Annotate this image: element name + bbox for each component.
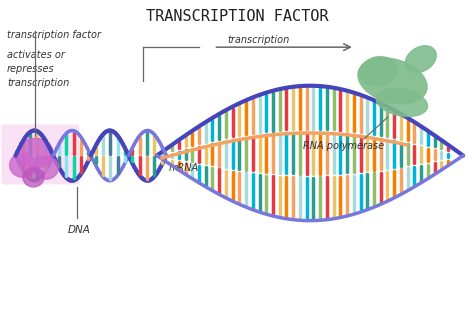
- Polygon shape: [157, 86, 463, 221]
- Ellipse shape: [18, 138, 53, 168]
- Ellipse shape: [360, 57, 397, 86]
- Text: TRANSCRIPTION FACTOR: TRANSCRIPTION FACTOR: [146, 9, 328, 24]
- Text: activates or
represses
transcription: activates or represses transcription: [7, 50, 69, 88]
- Ellipse shape: [9, 153, 36, 177]
- Text: transcription: transcription: [228, 35, 290, 45]
- Ellipse shape: [34, 156, 58, 179]
- Text: mRNA: mRNA: [169, 163, 199, 173]
- Text: transcription factor: transcription factor: [7, 30, 101, 40]
- Text: RNA polymerase: RNA polymerase: [303, 141, 384, 151]
- Text: DNA: DNA: [67, 225, 90, 235]
- Ellipse shape: [405, 46, 436, 73]
- FancyBboxPatch shape: [1, 124, 79, 185]
- Ellipse shape: [358, 58, 427, 104]
- Ellipse shape: [23, 167, 44, 187]
- Ellipse shape: [376, 89, 428, 116]
